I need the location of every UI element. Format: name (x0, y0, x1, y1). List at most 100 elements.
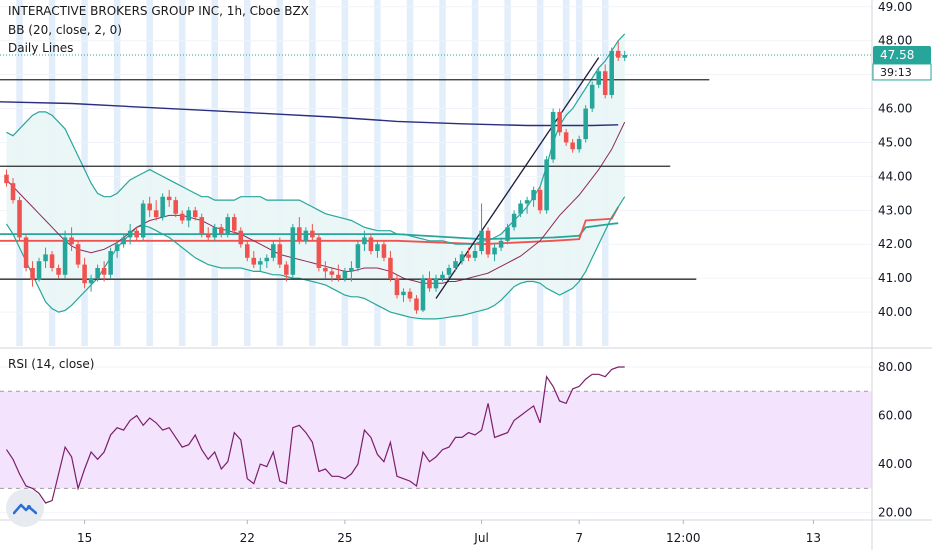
candle-body (277, 244, 283, 265)
countdown-label: 39:13 (880, 66, 912, 79)
candle-body (82, 264, 87, 284)
candle-body (375, 244, 380, 252)
candle-body (349, 267, 354, 272)
candle-body (153, 210, 159, 218)
candle-body (192, 210, 198, 218)
candle-body (17, 200, 22, 238)
rsi-axis-label: 80.00 (878, 360, 912, 374)
daily-line-blue (0, 101, 619, 127)
candle-body (368, 237, 374, 252)
candle-body (310, 230, 315, 238)
rsi-legend: RSI (14, close) (8, 357, 95, 371)
candle-body (114, 244, 120, 252)
candle-body (10, 183, 16, 201)
candle-body (381, 244, 387, 258)
price-axis-label: 43.00 (878, 203, 912, 217)
rsi-axis-label: 40.00 (878, 457, 912, 471)
bollinger-basis (6, 121, 626, 284)
candle-body (472, 251, 478, 258)
candle-body (186, 210, 191, 221)
price-axis-label: 44.00 (878, 169, 912, 183)
candle-body (30, 267, 35, 280)
candle-body (583, 108, 588, 140)
candle-body (271, 244, 276, 258)
candle-body (622, 54, 627, 58)
candle-body (518, 203, 523, 214)
price-axis-label: 42.00 (878, 237, 912, 251)
candle-body (88, 278, 94, 284)
session-shade (244, 0, 251, 346)
candle-body (362, 237, 367, 245)
candle-body (218, 227, 224, 235)
candle-body (511, 213, 517, 228)
candle-body (231, 217, 237, 231)
candle-body (459, 254, 465, 262)
candle-body (316, 237, 322, 268)
session-shade (113, 0, 121, 346)
session-shade (439, 0, 446, 346)
candle-body (4, 174, 9, 184)
candle-body (485, 230, 491, 255)
candle-body (199, 217, 205, 235)
price-axis-label: 46.00 (878, 102, 912, 116)
candle-body (49, 254, 55, 268)
session-shade (309, 0, 316, 346)
session-shade (374, 0, 381, 346)
candle-body (420, 278, 426, 311)
price-axis-label: 45.00 (878, 135, 912, 149)
candle-body (108, 251, 113, 275)
session-shade (178, 0, 186, 346)
candle-body (498, 240, 504, 248)
rsi-band-fill (0, 391, 872, 489)
tradingview-logo-icon[interactable] (6, 489, 44, 527)
candle-body (394, 278, 400, 296)
candle-body (342, 271, 348, 279)
candle-body (323, 267, 328, 272)
candle-body (524, 200, 530, 204)
time-axis-label: 7 (575, 531, 583, 545)
rsi-line (6, 366, 625, 504)
candle-body (336, 274, 341, 279)
candle-body (23, 237, 29, 268)
candle-body (615, 50, 621, 58)
candle-body (531, 189, 536, 201)
last-price-badge (873, 45, 931, 64)
session-shade (536, 0, 544, 346)
candle-body (609, 50, 614, 95)
candle-body (563, 132, 569, 143)
time-axis-label: 25 (337, 531, 352, 545)
candle-body (401, 291, 406, 296)
candle-body (596, 71, 601, 85)
candle-body (225, 217, 231, 235)
candle-body (284, 264, 289, 275)
candle-body (160, 196, 165, 218)
candle-body (140, 203, 146, 238)
candle-body (56, 267, 61, 275)
candle-body (544, 159, 549, 211)
session-shade (504, 0, 511, 346)
candle-body (466, 254, 471, 258)
candle-body (446, 267, 452, 275)
time-axis-label: 15 (77, 531, 92, 545)
candle-body (258, 261, 263, 265)
session-shade (341, 0, 349, 346)
candle-body (505, 227, 510, 241)
candle-body (355, 244, 361, 268)
candle-body (407, 291, 413, 299)
daily-lines-legend: Daily Lines (8, 41, 74, 55)
rsi-axis-label: 20.00 (878, 506, 912, 520)
candle-body (492, 247, 497, 255)
candle-body (69, 237, 74, 245)
candle-body (329, 271, 335, 275)
candle-body (101, 267, 107, 275)
daily-line-red (0, 206, 619, 246)
candle-body (303, 230, 309, 241)
daily-line-green (0, 222, 619, 241)
candle-body (251, 257, 257, 265)
candle-body (557, 111, 562, 133)
candle-body (297, 227, 302, 241)
candle-body (179, 213, 185, 221)
bollinger-legend: BB (20, close, 2, 0) (8, 23, 122, 37)
candle-body (388, 257, 393, 279)
